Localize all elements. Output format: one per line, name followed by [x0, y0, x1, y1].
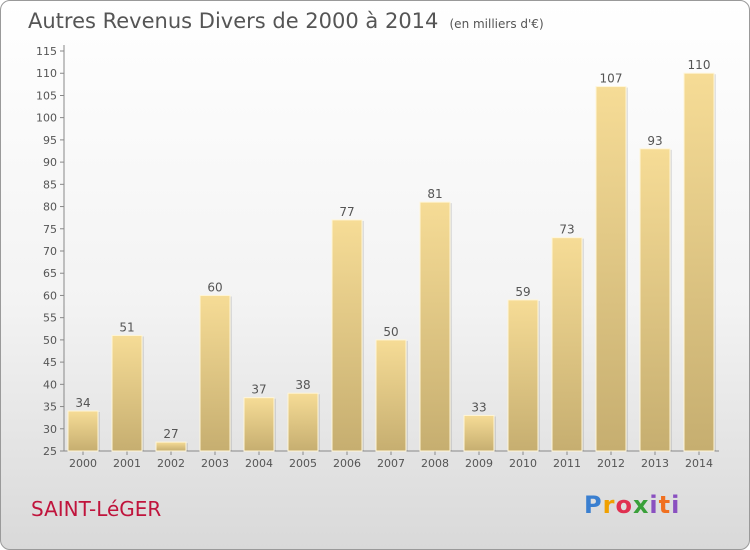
- y-tick-label: 60: [43, 289, 57, 302]
- data-label: 51: [119, 320, 134, 334]
- x-tick-label: 2004: [245, 457, 273, 470]
- y-tick-label: 45: [43, 356, 57, 369]
- y-tick-label: 40: [43, 378, 57, 391]
- bar: [243, 397, 275, 452]
- x-tick-label: 2003: [201, 457, 229, 470]
- chart-title-main: Autres Revenus Divers de 2000 à 2014: [28, 9, 439, 33]
- data-label: 73: [559, 223, 574, 237]
- logo-letter: i: [649, 491, 659, 519]
- data-labels: 34 51 27 60 37 38 77 50 81 33 59 73 107 93 110: [75, 58, 710, 441]
- x-tick-label: 2011: [553, 457, 581, 470]
- x-tick-label: 2000: [69, 457, 97, 470]
- data-label: 60: [207, 280, 222, 294]
- bar: [419, 201, 451, 452]
- data-label: 77: [339, 205, 354, 219]
- logo-letter: i: [671, 491, 681, 519]
- y-tick-label: 90: [43, 156, 57, 169]
- commune-name: SAINT-LéGER: [31, 497, 162, 521]
- bar: [463, 414, 495, 452]
- y-tick-label: 115: [36, 45, 57, 58]
- y-tick-label: 110: [36, 67, 57, 80]
- y-tick-label: 95: [43, 134, 57, 147]
- logo-letter: o: [615, 491, 633, 519]
- bar: [67, 410, 99, 452]
- data-label: 34: [75, 396, 90, 410]
- y-tick-label: 85: [43, 178, 57, 191]
- bars: [67, 72, 716, 452]
- x-tick-label: 2008: [421, 457, 449, 470]
- axes: 25 30 35 40 45 50 55 60 65 70 75 80 85 90 95 100 105 110 1…: [36, 45, 719, 470]
- x-tick-label: 2013: [641, 457, 669, 470]
- y-tick-label: 25: [43, 445, 57, 458]
- y-tick-label: 55: [43, 312, 57, 325]
- bar: [287, 392, 319, 452]
- data-label: 50: [383, 325, 398, 339]
- y-tick-label: 65: [43, 267, 57, 280]
- logo-letter: x: [632, 491, 650, 519]
- bar: [155, 441, 187, 452]
- x-tick-label: 2009: [465, 457, 493, 470]
- y-tick-label: 35: [43, 401, 57, 414]
- x-tick-label: 2001: [113, 457, 141, 470]
- x-tick-label: 2014: [685, 457, 713, 470]
- bar: [551, 237, 583, 452]
- bar: [595, 86, 627, 452]
- bar: [375, 339, 407, 452]
- chart-title-unit: (en milliers d'€): [449, 17, 544, 31]
- bar: [331, 219, 363, 452]
- y-tick-label: 80: [43, 201, 57, 214]
- x-tick-label: 2006: [333, 457, 361, 470]
- y-tick-label: 30: [43, 423, 57, 436]
- proxiti-logo: Proxiti: [584, 491, 680, 519]
- data-label: 33: [471, 400, 486, 414]
- logo-letter: t: [658, 491, 672, 519]
- data-label: 37: [251, 383, 266, 397]
- logo-letter: P: [584, 491, 603, 519]
- data-label: 107: [600, 72, 623, 86]
- logo-letter: r: [602, 491, 616, 519]
- x-tick-label: 2010: [509, 457, 537, 470]
- x-tick-label: 2005: [289, 457, 317, 470]
- y-tick-label: 50: [43, 334, 57, 347]
- y-tick-label: 105: [36, 89, 57, 102]
- bar: [199, 294, 231, 452]
- data-label: 93: [647, 134, 662, 148]
- bar: [111, 334, 143, 452]
- bar: [507, 299, 539, 452]
- bar: [683, 72, 715, 452]
- data-label: 81: [427, 187, 442, 201]
- x-tick-label: 2012: [597, 457, 625, 470]
- y-tick-label: 75: [43, 223, 57, 236]
- data-label: 59: [515, 285, 530, 299]
- y-tick-label: 70: [43, 245, 57, 258]
- chart-title: Autres Revenus Divers de 2000 à 2014 (en…: [28, 9, 544, 33]
- data-label: 38: [295, 378, 310, 392]
- x-tick-label: 2007: [377, 457, 405, 470]
- bar: [639, 148, 671, 452]
- data-label: 110: [688, 58, 711, 72]
- y-tick-label: 100: [36, 112, 57, 125]
- data-label: 27: [163, 427, 178, 441]
- x-tick-label: 2002: [157, 457, 185, 470]
